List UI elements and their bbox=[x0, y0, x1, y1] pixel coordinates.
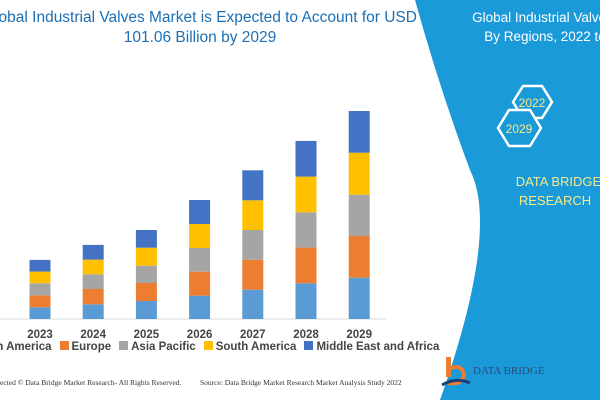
bar-segment-2024-0 bbox=[82, 304, 104, 319]
legend-item: South America bbox=[203, 341, 297, 353]
bar-segment-2026-3 bbox=[189, 224, 211, 248]
blue-panel-shape bbox=[415, 0, 600, 400]
hexagon-2029 bbox=[496, 108, 543, 148]
legend-label: rth America bbox=[0, 341, 52, 353]
bar-segment-2027-2 bbox=[242, 230, 264, 260]
bar-segment-2026-1 bbox=[189, 271, 211, 296]
legend-item: Middle East and Africa bbox=[304, 341, 439, 353]
chart-title: Global Industrial Valves Market is Expec… bbox=[0, 9, 417, 46]
panel-title-line1: Global Industrial Valves M bbox=[472, 10, 600, 25]
bar-segment-2028-1 bbox=[295, 247, 317, 284]
brand-line2: RESEARCH bbox=[518, 193, 592, 208]
copyright-text: ected © Data Bridge Market Research- All… bbox=[0, 378, 182, 387]
legend: rth America Europe Asia Pacific South Ameri… bbox=[0, 341, 439, 353]
legend-item: rth America bbox=[0, 341, 52, 353]
brand-text: DATA BRIDGE MA RESEARCH bbox=[480, 172, 600, 210]
bar-segment-2029-1 bbox=[348, 236, 370, 278]
x-tick-label: 2028 bbox=[293, 329, 319, 340]
bar-segment-2029-3 bbox=[348, 152, 370, 195]
bar-segment-2026-0 bbox=[189, 295, 211, 319]
bar-segment-2025-0 bbox=[135, 301, 157, 319]
bar-segment-2024-4 bbox=[82, 244, 104, 260]
bar-segment-2025-4 bbox=[135, 230, 157, 248]
legend-swatch bbox=[203, 341, 213, 350]
bar-segment-2024-1 bbox=[82, 289, 104, 305]
bar-segment-2023-4 bbox=[29, 259, 51, 272]
legend-label: Europe bbox=[71, 341, 112, 353]
x-tick-label: 2023 bbox=[27, 329, 53, 340]
hex-year-2022: 2022 bbox=[519, 96, 546, 110]
legend-label: Asia Pacific bbox=[131, 341, 196, 353]
bar-segment-2025-2 bbox=[135, 265, 157, 283]
x-tick-label: 2029 bbox=[346, 329, 372, 340]
panel-title-line2: By Regions, 2022 to bbox=[484, 29, 600, 44]
brand-line1: DATA BRIDGE MA bbox=[515, 174, 600, 189]
bar-segment-2025-3 bbox=[135, 247, 157, 266]
legend-label: Middle East and Africa bbox=[316, 341, 440, 353]
legend-label: South America bbox=[215, 341, 297, 353]
bar-segment-2028-0 bbox=[295, 283, 317, 319]
bar-segment-2027-3 bbox=[242, 200, 264, 230]
bar-segment-2028-4 bbox=[295, 140, 317, 177]
stacked-bar-chart: 2023 2024 2025 2026 2027 2028 2029 bbox=[0, 111, 386, 340]
bar-segment-2026-4 bbox=[189, 200, 211, 224]
bar-segment-2026-2 bbox=[189, 248, 211, 272]
legend-swatch bbox=[119, 341, 129, 350]
bar-segment-2023-0 bbox=[29, 307, 51, 319]
bar-segment-2023-3 bbox=[29, 271, 51, 284]
source-text: Source: Data Bridge Market Research Mark… bbox=[200, 378, 402, 387]
panel-title: Global Industrial Valves M By Regions, 2… bbox=[430, 8, 600, 46]
x-tick-label: 2025 bbox=[134, 329, 160, 340]
x-tick-label: 2027 bbox=[240, 329, 266, 340]
bar-segment-2027-0 bbox=[242, 289, 264, 319]
bar-segment-2029-0 bbox=[348, 277, 370, 319]
legend-swatch bbox=[59, 341, 69, 350]
bar-segment-2029-4 bbox=[348, 111, 370, 153]
bar-segment-2029-2 bbox=[348, 194, 370, 236]
bar-segment-2027-1 bbox=[242, 259, 264, 290]
bar-segment-2028-3 bbox=[295, 176, 317, 213]
legend-swatch bbox=[304, 341, 314, 350]
logo-text: DATA BRIDGE bbox=[473, 365, 545, 377]
hexagon-2022 bbox=[511, 84, 554, 120]
x-tick-label: 2024 bbox=[80, 329, 106, 340]
bar-segment-2023-2 bbox=[29, 283, 51, 296]
bar-segment-2024-3 bbox=[82, 259, 104, 275]
bar-segment-2023-1 bbox=[29, 295, 51, 308]
hex-year-2029: 2029 bbox=[506, 122, 533, 136]
bar-segment-2024-2 bbox=[82, 274, 104, 289]
data-bridge-logo-icon bbox=[441, 357, 471, 387]
bar-segment-2027-4 bbox=[242, 170, 264, 201]
bar-segment-2025-1 bbox=[135, 283, 157, 301]
legend-item: Europe bbox=[59, 341, 112, 353]
x-tick-label: 2026 bbox=[187, 329, 213, 340]
legend-item: Asia Pacific bbox=[119, 341, 196, 353]
bar-segment-2028-2 bbox=[295, 212, 317, 248]
